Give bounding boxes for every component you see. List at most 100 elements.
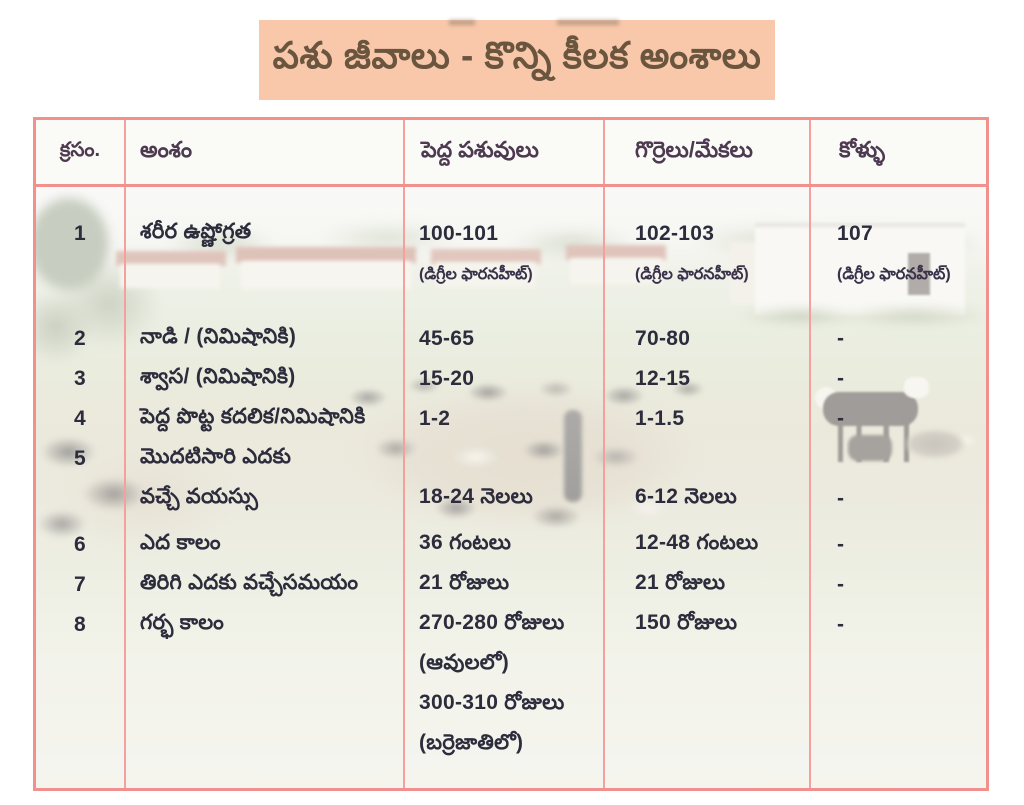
cell-line: (డిగ్రీల ఫారనహీట్) <box>635 266 749 283</box>
cell-line: 36 గంటలు <box>419 530 512 554</box>
poultry-cell: - <box>811 525 986 565</box>
cell-line: 70-80 <box>635 327 691 350</box>
cell-line: 1-2 <box>419 407 451 430</box>
table-row: 1 శరీర ఉష్ణోగ్రత 100-101 (డిగ్రీల ఫారనహీట్)… <box>36 187 986 319</box>
cell-line: వచ్చే వయస్సు <box>140 484 259 508</box>
poultry-cell: - <box>811 605 986 788</box>
cell-line: మొదటిసారి ఎదకు <box>140 444 292 468</box>
aspect-cell: గర్భ కాలం <box>126 605 405 788</box>
cattle-cell: 100-101 (డిగ్రీల ఫారనహీట్) <box>405 187 605 319</box>
scan-artifact <box>557 20 619 25</box>
cell-line: - <box>837 487 845 510</box>
cell-line: తిరిగి ఎదకు వచ్చేసమయం <box>140 570 359 594</box>
column-header: అంశం <box>126 120 405 184</box>
cell-line: 102-103 <box>635 222 715 245</box>
cell-line: నాడి / (నిమిషానికి) <box>140 324 297 348</box>
serial-number-cell: 5 <box>36 439 126 525</box>
cattle-cell: 15-20 <box>405 359 605 399</box>
cell-line: 45-65 <box>419 327 475 350</box>
sheep_goats-cell: 70-80 <box>605 319 811 359</box>
table-row: 5 మొదటిసారి ఎదకు వచ్చే వయస్సు 18-24 నెలలు 6-… <box>36 439 986 525</box>
cell-line: - <box>837 533 845 556</box>
column-header: పెద్ద పశువులు <box>405 120 605 184</box>
cattle-cell: 270-280 రోజులు (ఆవులలో) 300-310 రోజులు (బర్… <box>405 605 605 788</box>
serial-number-cell: 8 <box>36 605 126 788</box>
serial-number: 5 <box>74 447 86 470</box>
cell-line: 6-12 నెలలు <box>635 484 738 508</box>
poultry-cell: 107 (డిగ్రీల ఫారనహీట్) <box>811 187 986 319</box>
poultry-cell: - <box>811 399 986 439</box>
table-row: 6 ఎద కాలం 36 గంటలు 12-48 గంటలు - <box>36 525 986 565</box>
sheep_goats-cell: 102-103 (డిగ్రీల ఫారనహీట్) <box>605 187 811 319</box>
cell-line: 270-280 రోజులు <box>419 610 565 634</box>
table-row: 7 తిరిగి ఎదకు వచ్చేసమయం 21 రోజులు 21 రోజులు… <box>36 565 986 605</box>
title-banner: పశు జీవాలు - కొన్ని కీలక అంశాలు <box>259 20 775 100</box>
cell-line: 15-20 <box>419 367 475 390</box>
poultry-cell: - <box>811 319 986 359</box>
cell-line: గర్భ కాలం <box>140 610 225 634</box>
cell-line: - <box>837 407 845 430</box>
serial-number-cell: 3 <box>36 359 126 399</box>
column-header: క్రసం. <box>36 120 126 184</box>
column-header: గొర్రెలు/మేకలు <box>605 120 811 184</box>
poultry-cell: - <box>811 565 986 605</box>
table-row: 4 పెద్ద పొట్ట కదలిక/నిమిషానికి 1-2 1-1.5 - <box>36 399 986 439</box>
serial-number: 1 <box>74 222 86 245</box>
cattle-cell: 45-65 <box>405 319 605 359</box>
sheep_goats-cell: 12-48 గంటలు <box>605 525 811 565</box>
cell-line <box>635 439 809 479</box>
cattle-cell: 21 రోజులు <box>405 565 605 605</box>
table-body-rows: 1 శరీర ఉష్ణోగ్రత 100-101 (డిగ్రీల ఫారనహీట్)… <box>36 187 986 788</box>
cell-line: 107 <box>837 222 873 245</box>
aspect-cell: శ్వాస/ (నిమిషానికి) <box>126 359 405 399</box>
cell-line: పెద్ద పొట్ట కదలిక/నిమిషానికి <box>140 404 366 428</box>
serial-number: 3 <box>74 367 86 390</box>
table-row: 8 గర్భ కాలం 270-280 రోజులు (ఆవులలో) 300-310 … <box>36 605 986 788</box>
serial-number: 7 <box>74 573 86 596</box>
poultry-cell: - <box>811 439 986 525</box>
cell-line: 300-310 రోజులు <box>419 690 565 714</box>
cell-line: 21 రోజులు <box>419 570 510 594</box>
cell-line: 21 రోజులు <box>635 570 726 594</box>
cell-line: ఎద కాలం <box>140 530 221 554</box>
cell-line: (బర్రెజాతిలో) <box>419 730 524 754</box>
cell-line: 150 రోజులు <box>635 610 738 634</box>
poultry-cell: - <box>811 359 986 399</box>
cell-line: - <box>837 327 845 350</box>
table-header-row: క్రసం. అంశం పెద్ద పశువులు గొర్రెలు/మేకలు కోళ… <box>36 120 986 187</box>
sheep_goats-cell: 12-15 <box>605 359 811 399</box>
cattle-cell: 36 గంటలు <box>405 525 605 565</box>
table-row: 2 నాడి / (నిమిషానికి) 45-65 70-80 - <box>36 319 986 359</box>
serial-number-cell: 6 <box>36 525 126 565</box>
cell-line <box>837 439 986 479</box>
cell-line: (డిగ్రీల ఫారనహీట్) <box>419 266 533 283</box>
sheep_goats-cell: 1-1.5 <box>605 399 811 439</box>
serial-number-cell: 2 <box>36 319 126 359</box>
table-row: 3 శ్వాస/ (నిమిషానికి) 15-20 12-15 - <box>36 359 986 399</box>
sheep_goats-cell: 150 రోజులు <box>605 605 811 788</box>
cell-line: - <box>837 613 845 636</box>
field-photo-background <box>36 187 986 788</box>
aspect-cell: పెద్ద పొట్ట కదలిక/నిమిషానికి <box>126 399 405 439</box>
cell-line: 100-101 <box>419 222 499 245</box>
aspect-cell: తిరిగి ఎదకు వచ్చేసమయం <box>126 565 405 605</box>
cattle-cell: 18-24 నెలలు <box>405 439 605 525</box>
cell-line: 12-15 <box>635 367 691 390</box>
serial-number: 6 <box>74 533 86 556</box>
serial-number-cell: 1 <box>36 187 126 319</box>
sheep_goats-cell: 6-12 నెలలు <box>605 439 811 525</box>
cell-line: 18-24 నెలలు <box>419 484 534 508</box>
aspect-cell: శరీర ఉష్ణోగ్రత <box>126 187 405 319</box>
column-header: కోళ్ళు <box>839 136 886 162</box>
cell-line: శ్వాస/ (నిమిషానికి) <box>140 364 296 388</box>
cell-line <box>419 439 603 479</box>
serial-number: 4 <box>74 407 86 430</box>
page-title: పశు జీవాలు - కొన్ని కీలక అంశాలు <box>272 34 762 76</box>
aspect-cell: ఎద కాలం <box>126 525 405 565</box>
aspect-cell: మొదటిసారి ఎదకు వచ్చే వయస్సు <box>126 439 405 525</box>
cell-line: (ఆవులలో) <box>419 650 509 674</box>
table-body: 1 శరీర ఉష్ణోగ్రత 100-101 (డిగ్రీల ఫారనహీట్)… <box>36 187 986 788</box>
scan-artifact <box>449 20 475 25</box>
cell-line: - <box>837 367 845 390</box>
